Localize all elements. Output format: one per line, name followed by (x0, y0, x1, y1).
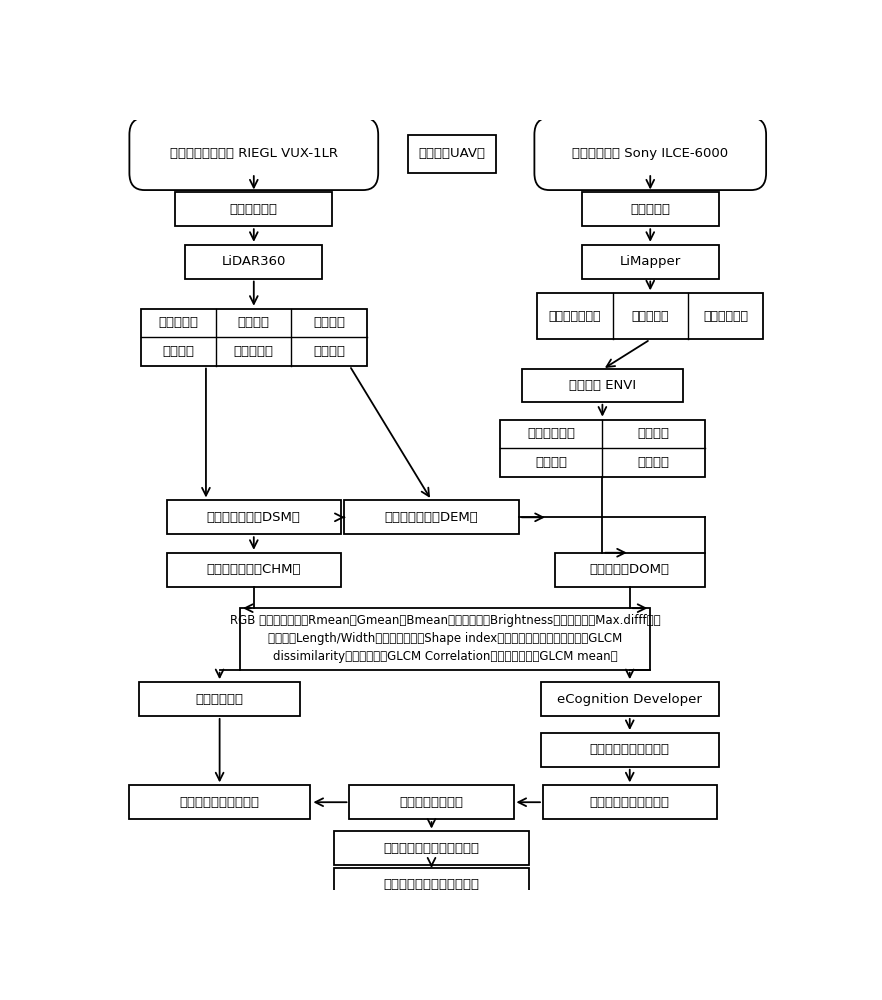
Text: 区域网平差: 区域网平差 (234, 345, 273, 358)
FancyBboxPatch shape (407, 135, 497, 173)
Text: 影像正射校正: 影像正射校正 (527, 427, 575, 440)
Text: 数字高程模型（DEM）: 数字高程模型（DEM） (385, 511, 478, 524)
FancyBboxPatch shape (344, 500, 519, 534)
Text: eCognition Developer: eCognition Developer (557, 693, 702, 706)
FancyBboxPatch shape (334, 831, 529, 865)
Text: 激光雷达点云: 激光雷达点云 (230, 203, 278, 216)
Text: 影像处理 ENVI: 影像处理 ENVI (569, 379, 636, 392)
Text: 数字表面模型（DSM）: 数字表面模型（DSM） (207, 511, 301, 524)
FancyBboxPatch shape (534, 118, 766, 190)
Text: 质量检测: 质量检测 (313, 316, 345, 329)
Text: 点云去噪: 点云去噪 (313, 345, 345, 358)
Text: 冠层高度模型（CHM）: 冠层高度模型（CHM） (206, 563, 301, 576)
Text: 分类树冠和非树冠区域: 分类树冠和非树冠区域 (590, 796, 669, 809)
Text: 特征点提取匹配: 特征点提取匹配 (549, 310, 602, 323)
FancyBboxPatch shape (176, 192, 333, 226)
FancyBboxPatch shape (349, 785, 513, 819)
Text: 密集点云重建: 密集点云重建 (703, 310, 748, 323)
FancyBboxPatch shape (141, 309, 367, 366)
Text: 噪声滤波等: 噪声滤波等 (159, 316, 198, 329)
Text: 影像裁剪: 影像裁剪 (638, 427, 669, 440)
FancyBboxPatch shape (139, 682, 300, 716)
Text: 可见光影像: 可见光影像 (631, 203, 670, 216)
Text: 投影转换: 投影转换 (162, 345, 195, 358)
FancyBboxPatch shape (167, 500, 341, 534)
Text: 获得优化后的单株树冠边界: 获得优化后的单株树冠边界 (384, 878, 480, 891)
Text: RGB 三个波段均值（Rmean、Gmean、Bmean）、亮度值（Brightness）、最大值（Max.difff）、
长宽比（Length/Width）、: RGB 三个波段均值（Rmean、Gmean、Bmean）、亮度值（Bright… (230, 614, 661, 663)
Text: 摄影测量系统 Sony ILCE-6000: 摄影测量系统 Sony ILCE-6000 (572, 147, 729, 160)
Text: 无人机（UAV）: 无人机（UAV） (419, 147, 485, 160)
Text: 影像拉伸: 影像拉伸 (638, 456, 669, 469)
FancyBboxPatch shape (129, 785, 310, 819)
Text: 正射图像（DOM）: 正射图像（DOM） (590, 563, 669, 576)
FancyBboxPatch shape (555, 553, 705, 587)
Text: 分水岭分割法: 分水岭分割法 (196, 693, 243, 706)
FancyBboxPatch shape (334, 868, 529, 902)
FancyBboxPatch shape (582, 245, 719, 279)
Text: 提取树冠分布区域: 提取树冠分布区域 (400, 796, 464, 809)
FancyBboxPatch shape (500, 420, 705, 477)
FancyBboxPatch shape (542, 785, 717, 819)
Text: 影像增强: 影像增强 (535, 456, 567, 469)
FancyBboxPatch shape (167, 553, 341, 587)
FancyBboxPatch shape (522, 369, 683, 402)
FancyBboxPatch shape (541, 682, 719, 716)
Text: 面向对象多尺度分割法: 面向对象多尺度分割法 (590, 743, 669, 756)
Text: 相机自检校: 相机自检校 (632, 310, 669, 323)
FancyBboxPatch shape (185, 245, 322, 279)
FancyBboxPatch shape (130, 118, 378, 190)
FancyBboxPatch shape (582, 192, 719, 226)
Text: 激光雷达扫描系统 RIEGL VUX-1LR: 激光雷达扫描系统 RIEGL VUX-1LR (170, 147, 338, 160)
FancyBboxPatch shape (537, 293, 763, 339)
Text: 航带拼接: 航带拼接 (238, 316, 270, 329)
Text: 获得初始单株树冠边界: 获得初始单株树冠边界 (180, 796, 259, 809)
Text: LiMapper: LiMapper (620, 255, 681, 268)
FancyBboxPatch shape (240, 608, 650, 670)
Text: LiDAR360: LiDAR360 (221, 255, 286, 268)
FancyBboxPatch shape (541, 733, 719, 767)
Text: 二次面向对象多尺度分割法: 二次面向对象多尺度分割法 (384, 842, 480, 855)
